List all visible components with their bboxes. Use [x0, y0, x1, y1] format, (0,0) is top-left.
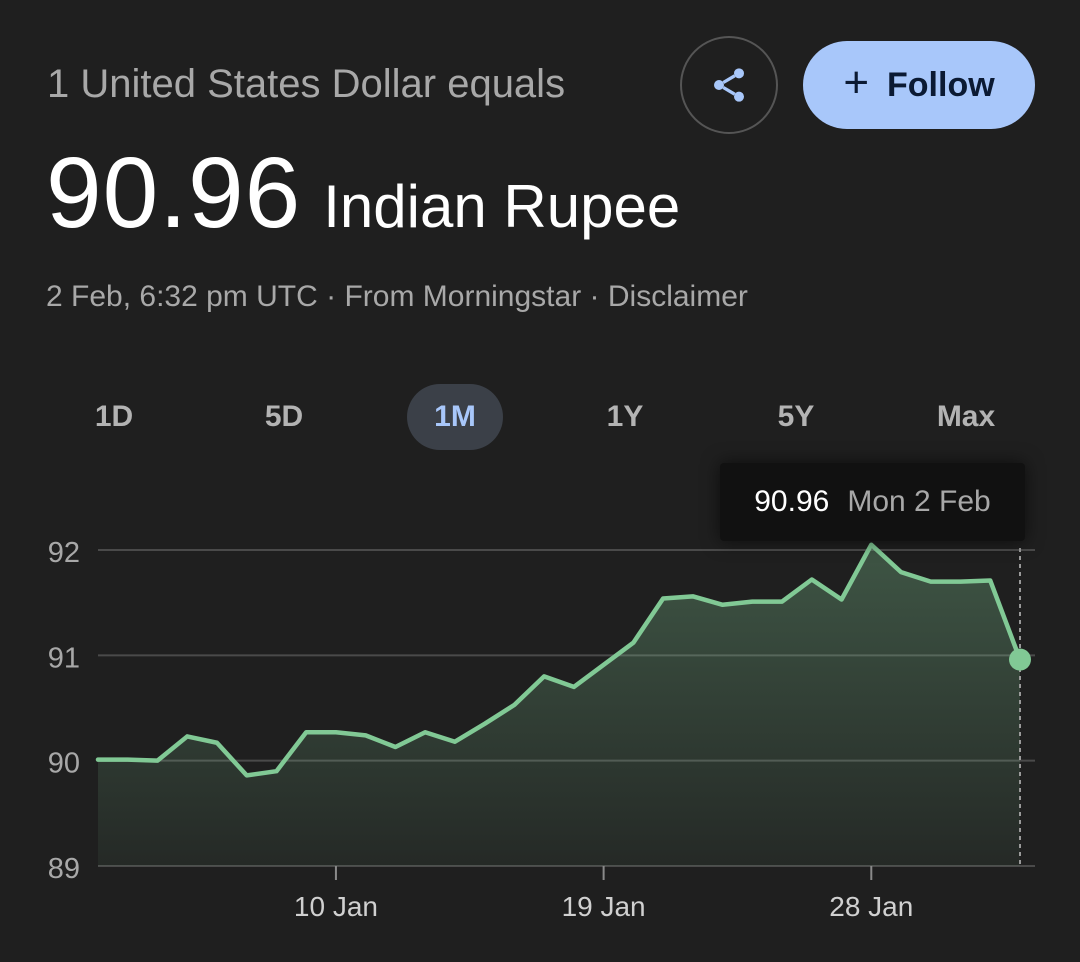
data-point	[929, 580, 933, 584]
data-point	[631, 641, 635, 645]
y-tick-label: 89	[48, 853, 80, 885]
data-point	[423, 730, 427, 734]
area-fill	[98, 544, 1020, 866]
data-point	[542, 674, 546, 678]
data-point	[512, 703, 516, 707]
data-point	[96, 758, 100, 762]
data-point	[750, 600, 754, 604]
share-icon	[714, 68, 744, 102]
data-point	[810, 577, 814, 581]
source-link[interactable]: From Morningstar	[344, 280, 582, 313]
y-tick-label: 90	[48, 748, 80, 780]
data-point	[155, 759, 159, 763]
share-button[interactable]	[680, 36, 778, 134]
tab-1m[interactable]: 1M	[407, 384, 503, 450]
data-point	[869, 543, 873, 547]
highlight-point	[1009, 648, 1031, 671]
disclaimer-link[interactable]: Disclaimer	[607, 280, 748, 313]
tab-5y[interactable]: 5Y	[777, 400, 815, 433]
data-point	[215, 741, 219, 745]
data-point	[274, 769, 278, 773]
data-point	[780, 600, 784, 604]
data-point	[572, 685, 576, 689]
data-point	[245, 773, 249, 777]
exchange-rate-chart[interactable]: 89 90 91 92 10 Jan 19 Jan 28 Jan	[0, 455, 1080, 962]
x-tick-label: 19 Jan	[562, 891, 646, 922]
data-point	[304, 730, 308, 734]
x-tick-label: 10 Jan	[294, 891, 378, 922]
page-subtitle: 1 United States Dollar equals	[47, 62, 566, 106]
follow-button[interactable]: + Follow	[803, 41, 1035, 129]
data-point	[185, 734, 189, 738]
tab-max[interactable]: Max	[936, 400, 996, 433]
data-point	[364, 733, 368, 737]
y-tick-label: 91	[48, 642, 80, 674]
currency-name: Indian Rupee	[323, 173, 681, 240]
rate-value: 90.96	[46, 137, 302, 249]
rate-metadata: 2 Feb, 6:32 pm UTC · From Morningstar · …	[46, 280, 748, 314]
data-point	[393, 745, 397, 749]
data-point	[453, 740, 457, 744]
data-point	[602, 663, 606, 667]
follow-label: Follow	[887, 65, 995, 104]
separator: ·	[589, 280, 600, 313]
data-point	[334, 730, 338, 734]
data-point	[721, 603, 725, 607]
data-point	[661, 596, 665, 600]
tab-1d[interactable]: 1D	[94, 400, 134, 433]
tooltip-date: Mon 2 Feb	[847, 485, 991, 518]
data-point	[126, 758, 130, 762]
tab-5d[interactable]: 5D	[264, 400, 304, 433]
y-tick-label: 92	[48, 537, 80, 569]
data-point	[899, 570, 903, 574]
separator: ·	[326, 280, 337, 313]
data-point	[959, 580, 963, 584]
chart-tooltip: 90.96 Mon 2 Feb	[720, 463, 1025, 541]
x-tick-label: 28 Jan	[829, 891, 913, 922]
series-line	[95, 542, 1023, 778]
tab-1y[interactable]: 1Y	[606, 400, 644, 433]
data-point	[483, 722, 487, 726]
exchange-rate-headline: 90.96 Indian Rupee	[46, 136, 680, 251]
range-tabs: 1D 5D 1M 1Y 5Y Max	[30, 384, 1050, 450]
data-point	[840, 598, 844, 602]
data-point	[988, 579, 992, 583]
timestamp: 2 Feb, 6:32 pm UTC	[46, 280, 318, 313]
tooltip-value: 90.96	[754, 485, 830, 518]
plus-icon: +	[843, 58, 870, 107]
data-point	[691, 594, 695, 598]
